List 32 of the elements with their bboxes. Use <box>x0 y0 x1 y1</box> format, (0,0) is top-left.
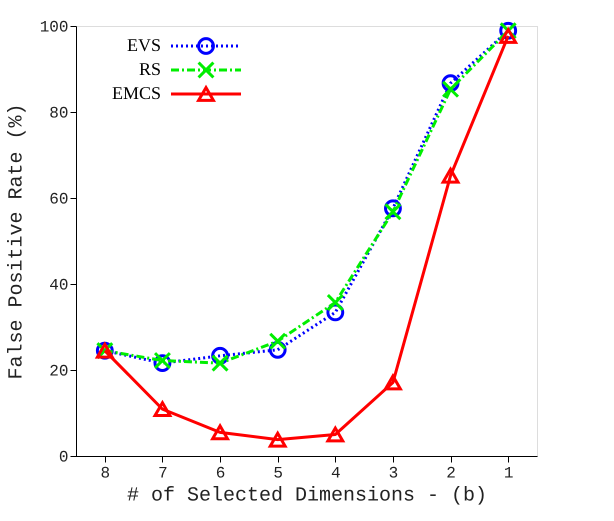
y-tick-label: 100 <box>40 18 68 36</box>
point <box>384 374 402 390</box>
legend-label: EVS <box>126 35 161 55</box>
legend-label: EMCS <box>112 83 161 103</box>
y-axis-title: False Positive Rate (%) <box>6 103 29 380</box>
y-tick-label: 20 <box>49 362 68 380</box>
x-tick-label: 2 <box>446 464 456 482</box>
y-tick-label: 0 <box>58 448 68 466</box>
point <box>384 202 402 221</box>
x-tick-label: 5 <box>273 464 283 482</box>
point <box>499 28 518 44</box>
x-tick-label: 4 <box>331 464 341 482</box>
point <box>211 354 229 372</box>
point <box>326 426 344 442</box>
x-tick-label: 8 <box>100 464 110 482</box>
legend-label: RS <box>138 59 161 79</box>
point <box>442 168 460 184</box>
point <box>326 294 344 312</box>
x-tick-label: 3 <box>388 464 398 482</box>
x-axis-title: # of Selected Dimensions - (b) <box>126 484 488 508</box>
y-tick-label: 40 <box>49 276 68 294</box>
point <box>154 352 172 370</box>
point <box>211 424 229 440</box>
y-tick-label: 80 <box>49 104 68 122</box>
point <box>268 332 287 350</box>
x-tick-label: 6 <box>216 464 226 482</box>
x-tick-label: 7 <box>158 464 168 482</box>
point <box>442 80 460 98</box>
point <box>268 432 287 448</box>
y-tick-label: 60 <box>49 190 68 208</box>
x-tick-label: 1 <box>504 464 514 482</box>
point <box>154 401 172 418</box>
